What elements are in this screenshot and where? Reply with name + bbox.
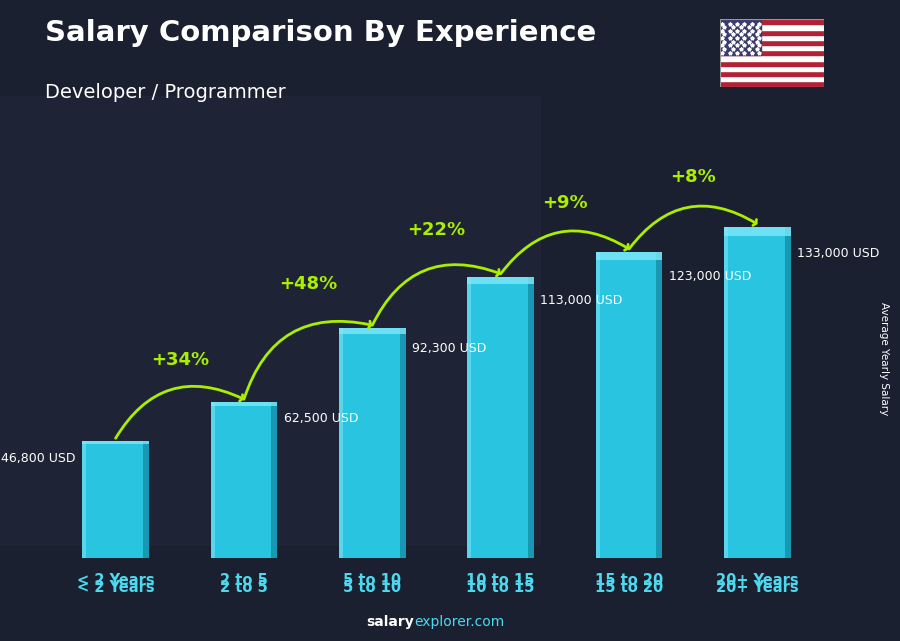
Text: explorer.com: explorer.com xyxy=(414,615,504,629)
Bar xyxy=(143,442,149,558)
Text: 62,500 USD: 62,500 USD xyxy=(284,412,358,425)
Bar xyxy=(724,228,791,558)
Text: 15 to 20: 15 to 20 xyxy=(595,572,663,588)
Bar xyxy=(720,29,824,35)
Bar xyxy=(720,45,824,50)
Bar xyxy=(271,403,277,558)
Bar xyxy=(785,228,791,558)
Bar xyxy=(596,252,662,558)
Bar xyxy=(720,40,824,45)
Text: 20+ Years: 20+ Years xyxy=(716,572,798,588)
Bar xyxy=(724,228,791,236)
Text: 113,000 USD: 113,000 USD xyxy=(541,294,623,307)
Bar xyxy=(82,442,149,558)
Bar xyxy=(82,442,86,558)
Text: 10 to 15: 10 to 15 xyxy=(466,579,535,595)
Bar xyxy=(720,35,824,40)
Text: +9%: +9% xyxy=(542,194,588,212)
Bar xyxy=(467,277,472,558)
Text: < 2 Years: < 2 Years xyxy=(76,579,155,595)
Bar xyxy=(467,277,534,558)
Bar xyxy=(596,252,662,260)
Text: 5 to 10: 5 to 10 xyxy=(343,572,401,588)
Bar xyxy=(400,328,406,558)
Text: +48%: +48% xyxy=(279,274,338,293)
Text: < 2 Years: < 2 Years xyxy=(76,572,155,588)
Bar xyxy=(724,228,728,558)
Bar xyxy=(720,81,824,87)
Bar xyxy=(720,71,824,76)
Text: 10 to 15: 10 to 15 xyxy=(466,572,535,588)
Text: 2 to 5: 2 to 5 xyxy=(220,579,268,595)
Bar xyxy=(596,252,599,558)
Bar xyxy=(720,19,824,24)
Text: 15 to 20: 15 to 20 xyxy=(595,579,663,595)
Text: 46,800 USD: 46,800 USD xyxy=(1,453,76,465)
Bar xyxy=(720,56,824,61)
Bar xyxy=(339,328,406,558)
Bar xyxy=(211,403,277,406)
Bar xyxy=(82,442,149,444)
Text: 123,000 USD: 123,000 USD xyxy=(669,271,752,283)
Text: +34%: +34% xyxy=(150,351,209,369)
Text: Salary Comparison By Experience: Salary Comparison By Experience xyxy=(45,19,596,47)
Bar xyxy=(720,50,824,56)
Bar xyxy=(720,76,824,81)
Bar xyxy=(720,19,761,56)
Bar xyxy=(720,61,824,66)
Text: +8%: +8% xyxy=(670,167,716,186)
Text: 133,000 USD: 133,000 USD xyxy=(797,247,879,260)
Bar xyxy=(467,277,534,284)
Text: Average Yearly Salary: Average Yearly Salary xyxy=(878,303,889,415)
Bar xyxy=(720,66,824,71)
Bar xyxy=(339,328,343,558)
Bar xyxy=(0,96,540,545)
Text: 5 to 10: 5 to 10 xyxy=(343,579,401,595)
Bar xyxy=(528,277,534,558)
Text: +22%: +22% xyxy=(408,221,465,239)
Bar xyxy=(211,403,214,558)
Bar xyxy=(720,24,824,29)
Text: 2 to 5: 2 to 5 xyxy=(220,572,268,588)
Text: salary: salary xyxy=(366,615,414,629)
Bar xyxy=(339,328,406,334)
Text: 20+ Years: 20+ Years xyxy=(716,579,798,595)
Text: Developer / Programmer: Developer / Programmer xyxy=(45,83,286,103)
Bar xyxy=(656,252,662,558)
Text: 92,300 USD: 92,300 USD xyxy=(412,342,487,355)
Bar xyxy=(211,403,277,558)
